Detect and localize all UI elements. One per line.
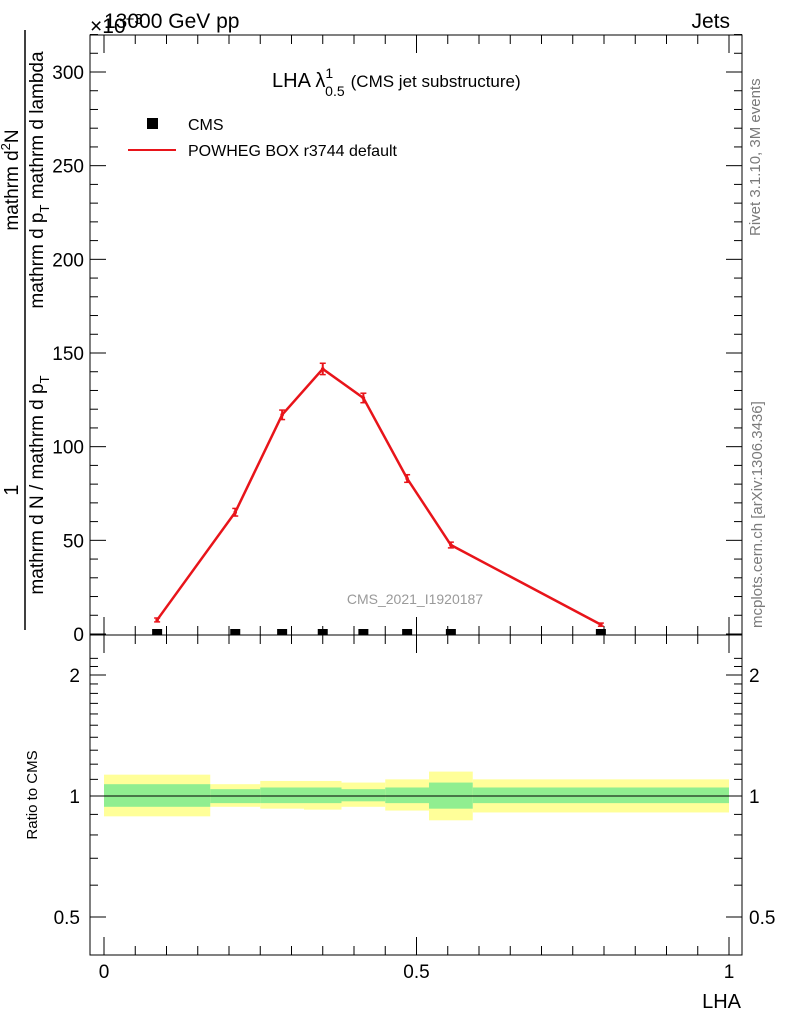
ratio-y-tick-label: 2 (69, 666, 80, 687)
cms-data-point (445, 629, 456, 635)
y-tick-label: 0 (73, 625, 84, 646)
y-tick-label: 100 (52, 438, 84, 459)
header-left: 13000 GeV pp (104, 10, 239, 33)
ratio-y-label: Ratio to CMS (24, 750, 41, 839)
cms-data-point (230, 629, 241, 635)
mc-point (280, 413, 284, 417)
ratio-inner-band (472, 787, 729, 804)
y-scale-label: ×10−3 (90, 11, 143, 38)
y-label-num-1: 1 (1, 484, 23, 495)
mc-point (361, 396, 366, 400)
header-right: Jets (691, 10, 730, 33)
mc-point (599, 622, 603, 627)
cms-data-point (317, 629, 328, 635)
ratio-inner-band (385, 787, 429, 804)
legend: CMS POWHEG BOX r3744 default (128, 117, 398, 160)
y-label-den-1: mathrm d N / mathrm d pT (27, 375, 52, 594)
analysis-watermark: CMS_2021_I1920187 (347, 591, 483, 607)
ratio-inner-band (304, 787, 342, 804)
ratio-inner-band (260, 787, 304, 804)
ratio-y-tick-label: 1 (69, 787, 80, 808)
side-text-mcplots: mcplots.cern.ch [arXiv:1306.3436] (749, 401, 766, 628)
top-axis-ticks (90, 34, 742, 635)
top-y-tick-labels: 0 50 100 150 200 250 300 (52, 63, 84, 646)
legend-cms-marker (147, 118, 158, 129)
bottom-axis-ticks (90, 635, 742, 955)
ratio-y-tick-label: 0.5 (54, 908, 80, 929)
y-tick-label: 300 (52, 63, 84, 84)
mc-series-line (156, 367, 602, 626)
mc-point (405, 476, 409, 481)
top-title: LHA λ1 0.5 (CMS jet substructure) (272, 65, 521, 99)
x-tick-label: 0.5 (403, 962, 429, 983)
top-y-label: 1 mathrm d N / mathrm d pT mathrm d2N ma… (0, 30, 52, 630)
y-tick-label: 200 (52, 250, 84, 271)
y-tick-label: 50 (63, 531, 84, 552)
mc-point (233, 510, 238, 515)
y-tick-label: 150 (52, 344, 84, 365)
ratio-y-tick-label-right: 1 (749, 787, 760, 808)
side-text-rivet: Rivet 3.1.10, 3M events (747, 78, 764, 236)
top-series (152, 362, 606, 635)
x-axis-label: LHA (702, 991, 742, 1013)
ratio-inner-band (341, 789, 386, 802)
cms-data-point (402, 629, 413, 635)
legend-mc-label: POWHEG BOX r3744 default (188, 143, 398, 160)
legend-cms-label: CMS (188, 117, 224, 134)
y-tick-label: 250 (52, 157, 84, 178)
y-label-den-2: mathrm d pT mathrm d lambda (27, 51, 52, 309)
mc-point (155, 618, 159, 622)
cms-data-point (358, 629, 369, 635)
bottom-frame (89, 634, 743, 956)
ratio-y-tick-label-right: 0.5 (749, 908, 775, 929)
x-tick-label: 1 (724, 962, 735, 983)
cms-data-point (595, 629, 606, 635)
ratio-y-tick-label-right: 2 (749, 666, 760, 687)
y-label-num-2: mathrm d2N (0, 129, 23, 230)
ratio-inner-band (104, 784, 211, 807)
cms-data-point (277, 629, 288, 635)
mc-point (449, 543, 453, 547)
bottom-tick-labels: 0.5 0.5 1 1 2 2 0 0.5 1 (54, 666, 776, 983)
cms-data-point (152, 629, 163, 635)
mc-point (320, 367, 325, 371)
x-tick-label: 0 (99, 962, 110, 983)
